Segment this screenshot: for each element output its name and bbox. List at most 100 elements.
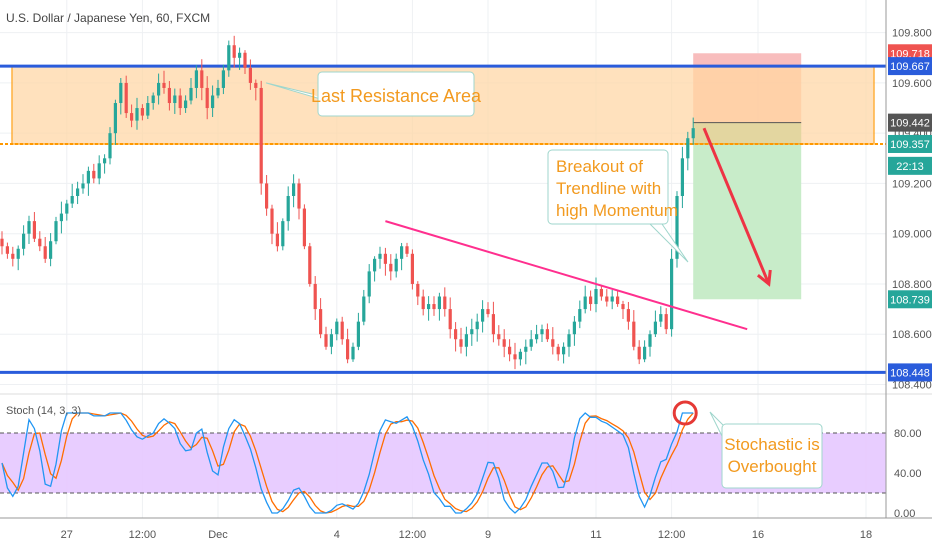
candle	[275, 233, 279, 247]
annotations: Last Resistance Area Breakout of Trendline…	[265, 71, 823, 489]
time-tick-label: 12:00	[399, 529, 427, 541]
stoch-k-line	[1, 412, 694, 514]
stochastic-callout-box	[721, 423, 823, 489]
price-tick-label: 109.800	[892, 28, 932, 40]
candle	[324, 334, 328, 347]
candle	[119, 82, 123, 104]
candle	[259, 87, 263, 184]
candle	[383, 253, 387, 264]
stoch-tick-label: 40.00	[894, 468, 922, 480]
candle	[162, 82, 166, 88]
candle	[589, 296, 593, 305]
candle	[356, 321, 360, 347]
candle	[32, 221, 36, 239]
breakout-annotation: Trendline with	[556, 179, 661, 198]
price-label-box	[888, 57, 932, 76]
stop-loss-zone	[693, 53, 802, 67]
candle	[675, 196, 679, 259]
candle	[572, 321, 576, 335]
price-label: 109.442	[890, 118, 930, 130]
candle	[486, 309, 490, 315]
overlays	[385, 127, 772, 331]
candle	[16, 248, 20, 259]
candle	[578, 309, 582, 322]
candle	[205, 87, 209, 109]
candle	[335, 321, 339, 335]
candle	[238, 52, 242, 58]
candle	[367, 271, 371, 297]
price-labels: 109.718109.667109.442109.35722:13108.739…	[888, 44, 932, 382]
overbought-marker	[672, 400, 698, 426]
candle	[248, 67, 252, 83]
candle	[65, 203, 69, 214]
stochastic-annotation: Stochastic is	[724, 435, 819, 454]
candle	[329, 334, 333, 347]
price-tick-label: 108.600	[892, 329, 932, 341]
candle	[319, 309, 323, 335]
price-label-box	[888, 363, 932, 382]
candle	[313, 283, 317, 310]
candle	[70, 196, 74, 204]
price-label: 109.667	[890, 61, 930, 73]
candle	[389, 263, 393, 272]
time-tick-label: 9	[485, 529, 491, 541]
candle	[416, 283, 420, 297]
candle	[475, 321, 479, 330]
candle	[535, 334, 539, 340]
price-label: 22:13	[896, 161, 924, 173]
candle	[556, 346, 560, 355]
stoch-tick-label: 80.00	[894, 428, 922, 440]
candle	[616, 296, 620, 305]
zones	[0, 53, 886, 374]
price-tick-label: 108.400	[892, 379, 932, 391]
candle	[265, 183, 269, 209]
candle	[189, 87, 193, 101]
candle	[518, 351, 522, 360]
candle	[221, 70, 225, 88]
candle	[659, 314, 663, 322]
candle	[108, 133, 112, 159]
candle	[437, 296, 441, 310]
time-tick-label: 12:00	[658, 529, 686, 541]
candle	[167, 87, 171, 104]
time-tick-label: 4	[334, 529, 340, 541]
candle	[11, 253, 15, 259]
candle	[432, 304, 436, 310]
candle	[135, 108, 139, 121]
price-label-box	[888, 290, 932, 309]
resistance-annotation: Last Resistance Area	[311, 86, 482, 106]
candle	[92, 170, 96, 179]
candle	[340, 321, 344, 340]
candle	[27, 221, 31, 234]
candle	[648, 334, 652, 347]
candle	[400, 246, 404, 259]
candle	[497, 334, 501, 340]
candle	[464, 334, 468, 347]
price-label: 108.739	[890, 294, 930, 306]
candle	[302, 208, 306, 247]
price-tick-label: 109.600	[892, 78, 932, 90]
candle	[286, 196, 290, 222]
candle	[97, 163, 101, 179]
candle	[459, 339, 463, 347]
candle	[643, 346, 647, 360]
stoch-label: Stoch (14, 3, 3)	[6, 405, 81, 417]
candle	[22, 233, 26, 249]
candle	[43, 246, 47, 259]
stoch-tick-label: 0.00	[894, 508, 915, 520]
candle	[448, 309, 452, 330]
resistance-callout-pointer	[265, 82, 325, 101]
candle	[308, 246, 312, 284]
time-tick-label: 12:00	[129, 529, 157, 541]
candle	[130, 113, 134, 121]
time-tick-label: Dec	[208, 529, 228, 541]
candle	[281, 221, 285, 247]
time-tick-label: 18	[860, 529, 872, 541]
candle	[443, 296, 447, 310]
price-tick-label: 109.000	[892, 229, 932, 241]
candle	[124, 82, 128, 114]
candle	[405, 246, 409, 254]
candle	[491, 314, 495, 335]
candle	[38, 238, 42, 247]
candle	[605, 296, 609, 302]
